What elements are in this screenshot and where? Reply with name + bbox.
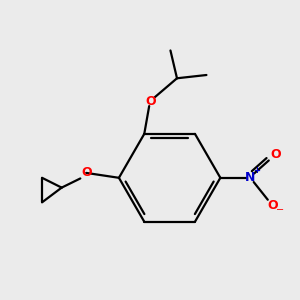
Text: O: O (270, 148, 280, 161)
Text: −: − (275, 205, 284, 215)
Text: O: O (146, 95, 156, 108)
Text: O: O (267, 199, 278, 212)
Text: N: N (244, 171, 255, 184)
Text: +: + (254, 166, 260, 175)
Text: O: O (81, 167, 92, 179)
